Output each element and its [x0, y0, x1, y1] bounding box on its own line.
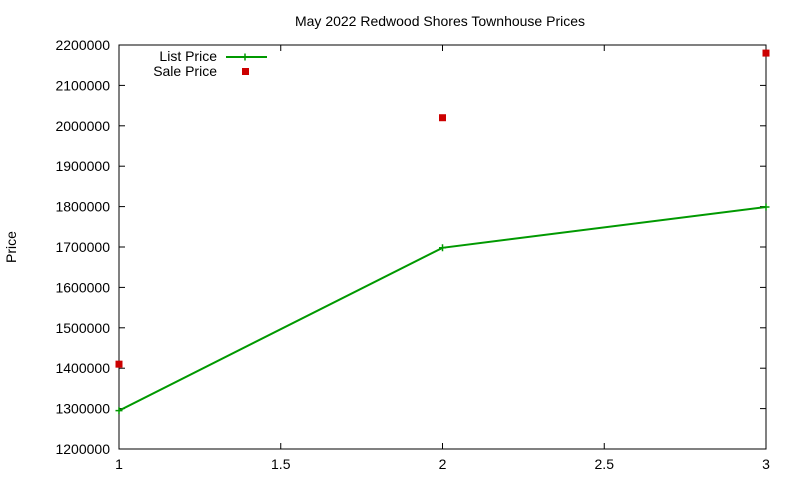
legend-marker-sale-price [242, 68, 249, 75]
y-tick-label: 1200000 [55, 441, 110, 457]
data-point-sale-price [115, 360, 123, 368]
y-tick-label: 1800000 [55, 199, 110, 215]
x-tick-label: 2.5 [595, 456, 615, 472]
y-tick-label: 1400000 [55, 360, 110, 376]
x-axis-ticks: 1 1.5 2 2.5 3 [115, 45, 770, 472]
y-axis-label: Price [3, 231, 19, 263]
y-tick-label: 2100000 [55, 77, 110, 93]
chart-title: May 2022 Redwood Shores Townhouse Prices [295, 13, 585, 29]
legend-label-sale-price: Sale Price [153, 63, 217, 79]
y-tick-label: 1500000 [55, 320, 110, 336]
y-tick-label: 1900000 [55, 158, 110, 174]
y-axis-ticks: 1200000 1300000 1400000 1500000 1600000 17000… [55, 37, 766, 457]
data-point-sale-price [439, 114, 446, 122]
x-tick-label: 1 [115, 456, 123, 472]
y-tick-label: 1300000 [55, 401, 110, 417]
data-point-list-price [115, 407, 123, 415]
y-tick-label: 1700000 [55, 239, 110, 255]
legend-label-list-price: List Price [159, 48, 217, 64]
legend-marker-list-price [241, 53, 249, 61]
data-point-list-price [762, 203, 770, 211]
legend-entry-list-price: List Price [159, 48, 267, 64]
data-point-list-price [439, 244, 446, 252]
x-tick-label: 3 [762, 456, 770, 472]
y-tick-label: 2200000 [55, 37, 110, 53]
data-point-sale-price [762, 49, 770, 57]
y-tick-label: 2000000 [55, 118, 110, 134]
series-line-list-price [118, 206, 767, 412]
x-tick-label: 2 [439, 456, 447, 472]
y-tick-label: 1600000 [55, 279, 110, 295]
legend: List Price Sale Price [153, 48, 267, 79]
legend-entry-sale-price: Sale Price [153, 63, 249, 79]
x-tick-label: 1.5 [271, 456, 291, 472]
series-layer [115, 49, 770, 415]
